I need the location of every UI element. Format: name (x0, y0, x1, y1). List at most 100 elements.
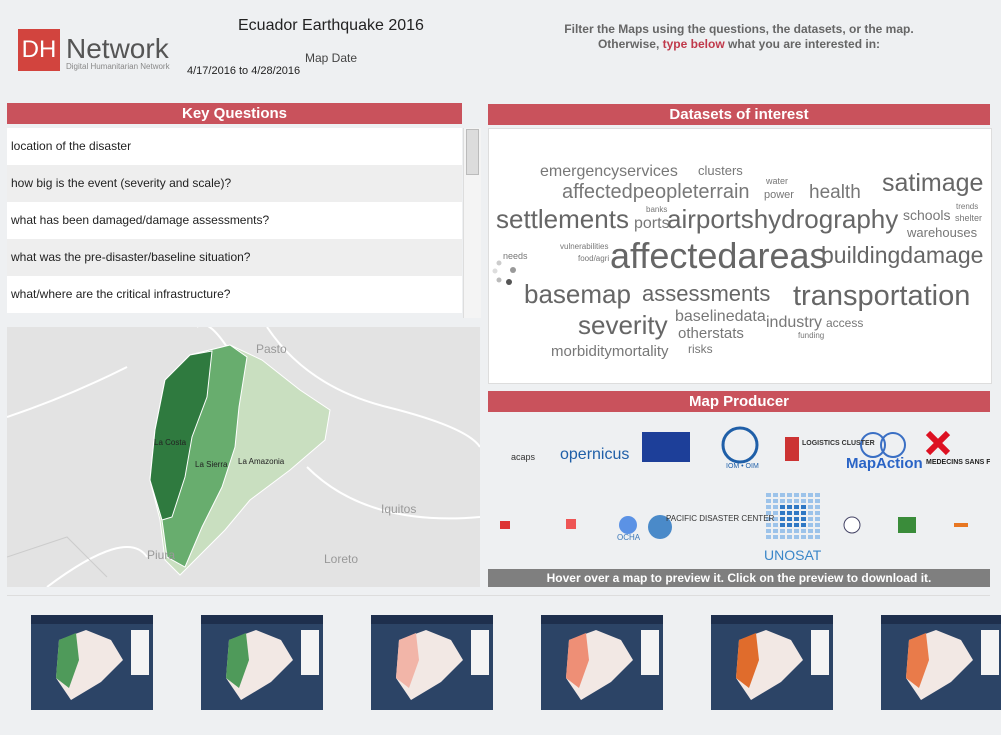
producer-logo[interactable]: IOM • OIM (726, 463, 759, 470)
dataset-word[interactable]: settlements (496, 204, 629, 234)
producer-logo[interactable]: MEDECINS SANS FRONTIER (926, 459, 990, 466)
dataset-word[interactable]: vulnerabilities (560, 242, 608, 251)
thumb-titlebar (541, 615, 663, 624)
map-date: 4/17/2016 to 4/28/2016 (187, 65, 301, 77)
thumb-legend (811, 630, 829, 675)
dataset-word[interactable]: access (826, 316, 863, 330)
dataset-word[interactable]: affectedareas (610, 235, 828, 276)
producer-logo[interactable]: OCHA (617, 533, 641, 542)
dataset-word[interactable]: warehouses (906, 225, 978, 240)
producer-logo[interactable]: LOGISTICS CLUSTER (802, 440, 875, 447)
dataset-word[interactable]: airportshydrography (667, 204, 898, 234)
map-thumbnail[interactable] (881, 615, 1001, 710)
section-header: Map Producer (488, 391, 990, 412)
thumb-titlebar (201, 615, 323, 624)
question[interactable]: location of the disaster (7, 128, 462, 165)
logo-dot (815, 493, 820, 497)
question[interactable]: how big is the event (severity and scale… (7, 165, 462, 202)
dataset-word[interactable]: health (809, 182, 861, 203)
question[interactable]: what/where are the critical infrastructu… (7, 276, 462, 313)
map[interactable]: Pasto La Costa La Sierra La Amazonia Iquitos… (7, 327, 480, 587)
dataset-word[interactable]: funding (798, 331, 824, 340)
logo-dot (808, 505, 813, 509)
dataset-word[interactable]: risks (688, 342, 713, 356)
logo-dot (815, 523, 820, 527)
producer-logo[interactable]: MapAction (846, 455, 923, 472)
text: Otherwise, (597, 37, 660, 51)
dataset-word[interactable]: industry (766, 314, 822, 331)
logo-dot (780, 511, 785, 515)
dataset-word[interactable]: transportation (793, 280, 970, 312)
logo-dot (773, 523, 778, 527)
dataset-word[interactable]: water (765, 176, 788, 186)
dataset-word[interactable]: shelter (955, 213, 982, 223)
dataset-word[interactable]: banks (646, 205, 667, 214)
dataset-word[interactable]: morbiditymortality (551, 343, 669, 360)
logo-dot (787, 517, 792, 521)
scrollbar[interactable] (463, 128, 481, 318)
dataset-word[interactable]: otherstats (678, 325, 744, 342)
dataset-word[interactable]: baselinedata (675, 308, 766, 325)
thumb-legend (131, 630, 149, 675)
dataset-word[interactable]: buildingdamage (821, 242, 983, 268)
producer-logo[interactable]: acaps (511, 452, 536, 462)
dataset-word[interactable]: emergencyservices (540, 163, 678, 180)
logo-dot (794, 517, 799, 521)
logo-dot (773, 499, 778, 503)
logo-dot (808, 535, 813, 539)
map-label: Pasto (256, 342, 287, 356)
logo-dot (780, 535, 785, 539)
logo-dot (815, 517, 820, 521)
logo-dot (766, 511, 771, 515)
map-label: La Sierra (195, 460, 228, 469)
map-thumbnail[interactable] (31, 615, 153, 710)
map-thumbnail[interactable] (541, 615, 663, 710)
logo-dot (766, 499, 771, 503)
producer-logo[interactable]: PACIFIC DISASTER CENTER (666, 514, 775, 523)
logo-dot (773, 535, 778, 539)
logo-dot (808, 523, 813, 527)
producer-logo[interactable]: opernicus (560, 446, 629, 463)
dataset-word[interactable]: schools (903, 207, 950, 223)
logo-dot (801, 517, 806, 521)
thumb-region (396, 633, 419, 688)
map-thumbnail[interactable] (711, 615, 833, 710)
question[interactable]: what was the pre-disaster/baseline situa… (7, 239, 462, 276)
dataset-word[interactable]: severity (578, 310, 668, 340)
dataset-word[interactable]: satimage (882, 169, 983, 197)
dataset-word[interactable]: clusters (698, 163, 743, 178)
logo-dot (773, 493, 778, 497)
logo-dot (766, 535, 771, 539)
logo-dot (815, 499, 820, 503)
logo-dot (815, 505, 820, 509)
logo-dot (766, 493, 771, 497)
text: what you are interested in: (728, 37, 881, 51)
logo-dot (794, 493, 799, 497)
logo-dot (787, 535, 792, 539)
page-title: Ecuador Earthquake 2016 (238, 17, 424, 34)
section-header: Datasets of interest (488, 104, 990, 125)
dataset-word[interactable]: ports (634, 215, 670, 232)
dataset-word[interactable]: needs (503, 251, 528, 261)
preview-hint: Hover over a map to preview it. Click on… (488, 569, 990, 587)
link[interactable]: type below (662, 37, 725, 51)
dataset-word[interactable]: basemap (524, 279, 631, 309)
dataset-word[interactable]: food/agri (578, 254, 609, 263)
logo-dot (808, 529, 813, 533)
thumb-region (226, 633, 249, 688)
producer-logo[interactable]: UNOSAT (764, 547, 822, 563)
dataset-word[interactable]: trends (956, 202, 978, 211)
scroll-thumb[interactable] (466, 129, 479, 175)
logo-dot (801, 511, 806, 515)
map-thumbnail[interactable] (371, 615, 493, 710)
dataset-word[interactable]: power (764, 189, 794, 201)
logo-dot (801, 523, 806, 527)
dataset-word[interactable]: affectedpeopleterrain (562, 181, 750, 203)
question[interactable]: what has been damaged/damage assessments… (7, 202, 462, 239)
logo-dot (780, 499, 785, 503)
map-thumbnail[interactable] (201, 615, 323, 710)
logo-dot (801, 505, 806, 509)
dataset-word[interactable]: assessments (642, 281, 770, 306)
logo-dot (780, 529, 785, 533)
